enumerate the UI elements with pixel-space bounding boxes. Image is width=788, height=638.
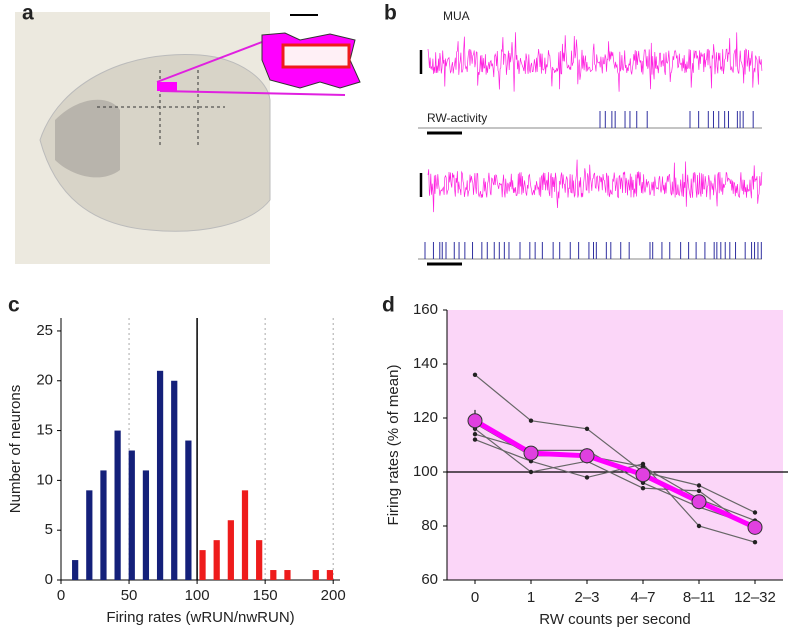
neuron-point	[472, 437, 478, 442]
y-axis-label: Number of neurons	[7, 385, 24, 513]
bar	[256, 540, 263, 580]
bar	[284, 570, 291, 580]
y-tick-label: 60	[421, 571, 438, 588]
y-tick-label: 10	[36, 471, 53, 488]
neuron-point	[472, 372, 478, 377]
panel-label: a	[22, 2, 34, 25]
neuron-point	[528, 469, 534, 475]
panel-label: c	[8, 294, 20, 317]
x-tick-label: 2–3	[574, 589, 599, 606]
bar	[100, 470, 107, 580]
bar	[326, 570, 334, 580]
mua-trace	[427, 159, 763, 213]
mean-point	[467, 413, 483, 429]
bar	[312, 570, 319, 580]
neuron-point	[752, 540, 758, 545]
bar	[128, 450, 135, 580]
x-tick-label: 8–11	[683, 589, 715, 606]
zoom-line	[156, 41, 263, 83]
bar	[241, 490, 249, 580]
mean-line	[473, 418, 757, 530]
skull	[39, 53, 271, 232]
bar	[199, 550, 206, 580]
neuron-point	[696, 483, 702, 488]
y-tick-label: 20	[36, 372, 53, 389]
y-tick-label: 120	[413, 409, 438, 426]
x-axis-label: Firing rates (wRUN/nwRUN)	[106, 609, 294, 626]
y-tick-label: 100	[413, 463, 438, 480]
neuron-point	[696, 523, 702, 529]
mean-point	[579, 448, 595, 464]
x-tick-label: 200	[321, 587, 346, 604]
neuron-point	[640, 486, 646, 491]
y-tick-label: 25	[36, 322, 53, 339]
neuron-line	[474, 439, 756, 543]
plot-background	[447, 310, 783, 580]
mua-trace	[427, 32, 763, 92]
neuron-point	[528, 418, 534, 423]
y-tick-label: 5	[45, 521, 53, 538]
x-tick-label: 50	[121, 587, 138, 604]
neuron-point	[472, 432, 478, 437]
x-tick-label: 100	[185, 587, 210, 604]
panel-label: d	[382, 294, 395, 317]
electrode-array	[281, 43, 351, 69]
electrode-site	[157, 82, 177, 91]
mean-point	[523, 445, 539, 461]
mean-point	[691, 494, 707, 510]
bar	[86, 490, 93, 580]
activity-label: RW-activity	[427, 111, 487, 125]
y-tick-label: 0	[45, 571, 53, 588]
neuron-line	[474, 374, 756, 514]
bar	[72, 560, 79, 580]
x-axis-label: RW counts per second	[539, 611, 690, 628]
x-tick-label: 0	[57, 587, 65, 604]
bar	[270, 570, 277, 580]
trace-label: MUA	[443, 9, 470, 23]
y-tick-label: 140	[413, 355, 438, 372]
bar	[227, 520, 234, 580]
y-tick-label: 15	[36, 422, 53, 439]
mean-point	[747, 519, 763, 535]
y-axis-label: Firing rates (% of mean)	[385, 365, 402, 526]
bar	[156, 370, 164, 580]
y-tick-label: 80	[421, 517, 438, 534]
skull-shadow	[55, 99, 120, 178]
bar	[213, 540, 220, 580]
neuron-point	[696, 488, 702, 494]
y-tick-label: 160	[413, 301, 438, 318]
skull-photo	[15, 12, 361, 264]
x-tick-label: 12–32	[734, 589, 776, 606]
neuron-point	[584, 426, 590, 431]
bar	[171, 380, 178, 580]
bar	[142, 470, 150, 580]
traces	[418, 32, 763, 266]
panel-label: b	[384, 2, 397, 25]
x-tick-label: 150	[253, 587, 278, 604]
bar	[185, 440, 192, 580]
x-tick-label: 0	[471, 589, 479, 606]
neuron-point	[752, 510, 758, 515]
zoom-line	[159, 90, 346, 96]
x-tick-label: 1	[527, 589, 535, 606]
bar	[114, 430, 121, 580]
mean-point	[635, 467, 651, 483]
neuron-line	[474, 428, 756, 532]
x-tick-label: 4–7	[630, 589, 655, 606]
neuron-point	[584, 475, 590, 480]
